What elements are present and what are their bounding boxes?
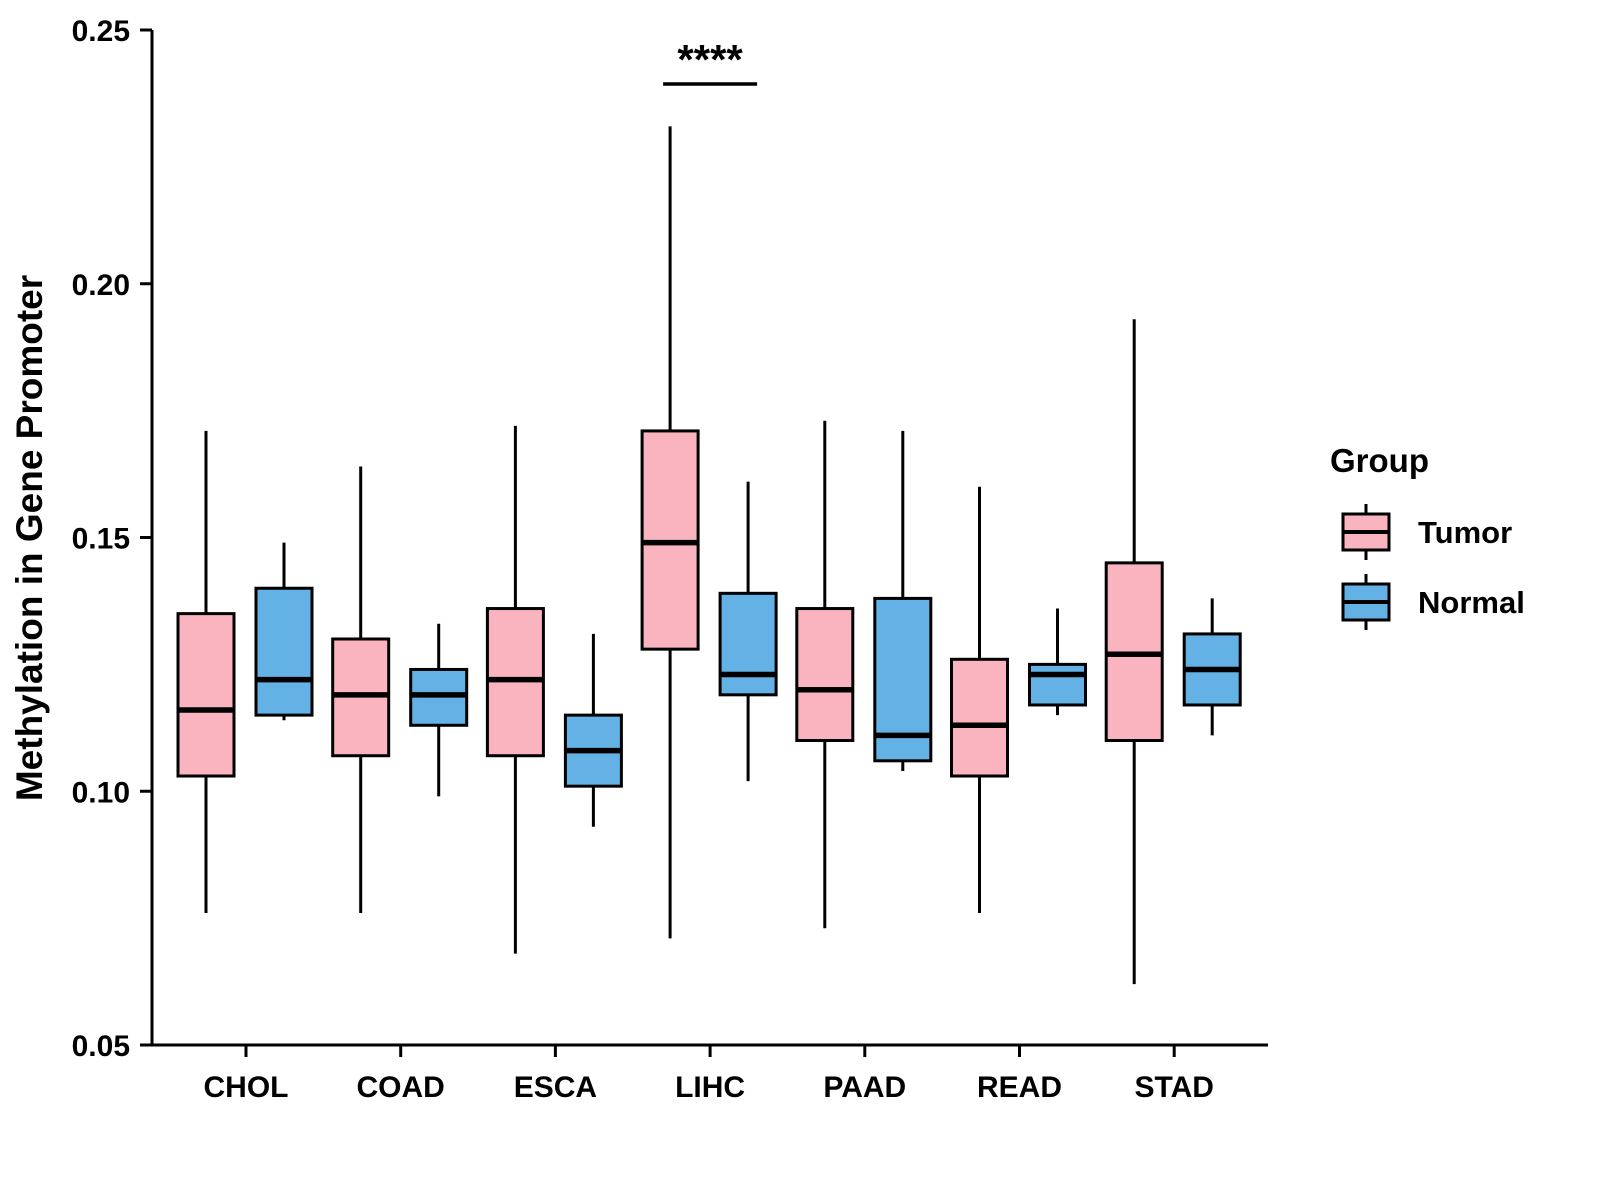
- legend-label-tumor: Tumor: [1418, 515, 1512, 550]
- box-tumor-chol: [176, 612, 236, 778]
- axes-layer: 0.05 0.10 0.15 0.20 0.25 CHOL COAD ESCA LIHC PAAD…: [72, 15, 1268, 1104]
- box-tumor-paad: [795, 607, 855, 742]
- legend: Group Tumor Normal: [1330, 442, 1525, 630]
- x-tick-label-coad: COAD: [357, 1071, 445, 1104]
- y-axis-title: Methylation in Gene Promoter: [9, 275, 50, 801]
- legend-title: Group: [1330, 442, 1429, 479]
- x-tick-label-paad: PAAD: [823, 1071, 906, 1104]
- x-tick-label-chol: CHOL: [204, 1071, 289, 1104]
- y-tick-label: 0.10: [72, 776, 130, 809]
- y-tick-label: 0.15: [72, 523, 130, 556]
- box-normal-chol: [254, 586, 314, 717]
- x-tick-label-lihc: LIHC: [675, 1071, 745, 1104]
- y-tick-label: 0.20: [72, 269, 130, 302]
- y-tick-label: 0.25: [72, 15, 130, 48]
- x-tick-label-read: READ: [977, 1071, 1062, 1104]
- significance-stars: ****: [677, 36, 743, 83]
- x-tick-label-esca: ESCA: [514, 1071, 597, 1104]
- x-tick-label-stad: STAD: [1134, 1071, 1213, 1104]
- boxes-layer: [176, 126, 1242, 985]
- box-tumor-read: [950, 657, 1009, 778]
- box-normal-read: [1028, 662, 1087, 707]
- legend-label-normal: Normal: [1418, 585, 1525, 620]
- annotation-layer: ****: [663, 36, 758, 86]
- box-normal-lihc: [718, 591, 778, 697]
- y-tick-label: 0.05: [72, 1030, 130, 1063]
